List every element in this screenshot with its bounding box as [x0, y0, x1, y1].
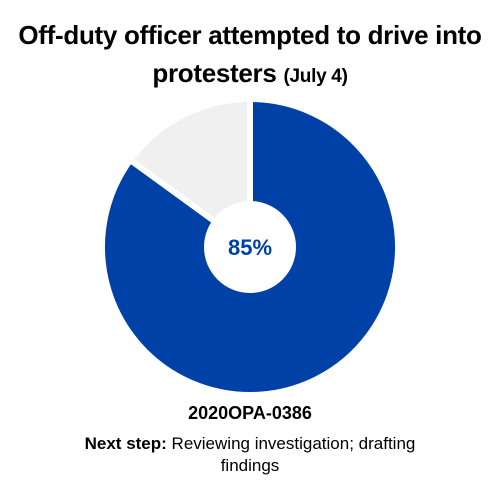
case-number: 2020OPA-0386	[188, 403, 312, 423]
next-step-label: Next step:	[84, 434, 167, 453]
title-date: (July 4)	[283, 66, 348, 87]
chart-title: Off-duty officer attempted to drive into…	[10, 16, 490, 96]
pie-slice-2	[126, 97, 253, 253]
title-main: Off-duty officer attempted to drive into…	[18, 20, 482, 88]
donut-hole	[204, 201, 296, 293]
donut-chart: 85%	[100, 97, 400, 397]
next-step-detail: Reviewing investigation; drafting findin…	[171, 434, 416, 475]
next-step-text: Next step: Reviewing investigation; draf…	[80, 433, 420, 477]
center-percent-label: 85%	[228, 235, 272, 260]
